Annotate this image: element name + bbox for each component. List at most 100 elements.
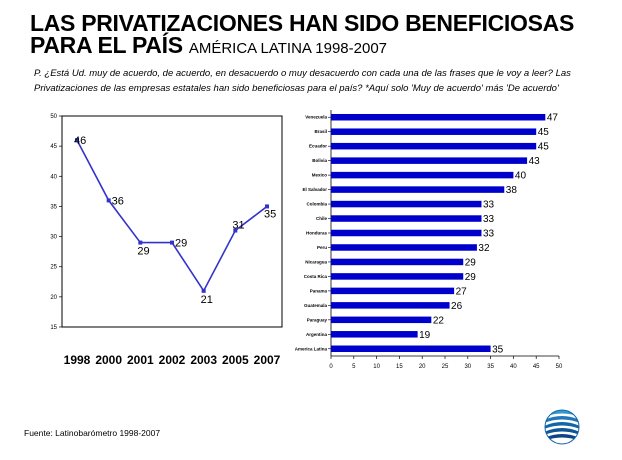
bar-value-label: 33 [483, 229, 495, 240]
x-tick-label: 1998 [64, 353, 91, 367]
y-tick-label: 45 [50, 144, 57, 150]
bar-value-label: 33 [483, 214, 495, 225]
bar [331, 287, 455, 295]
y-tick-label: 40 [50, 174, 57, 180]
bar-value-label: 45 [538, 142, 550, 153]
y-tick-label: 30 [50, 235, 57, 241]
category-label: Panama [310, 288, 328, 293]
bar-value-label: 47 [547, 113, 559, 124]
data-point [265, 204, 269, 209]
x-tick-label: 2007 [254, 353, 281, 367]
y-tick-label: 25 [50, 265, 57, 271]
y-tick-label: 15 [50, 325, 57, 331]
bar [331, 113, 546, 121]
x-tick-label: 10 [373, 364, 380, 370]
title-line-2: PARA EL PAÍS AMÉRICA LATINA 1998-2007 [30, 34, 610, 60]
bar-value-label: 26 [451, 301, 463, 312]
x-tick-label: 2001 [127, 353, 154, 367]
bar [331, 273, 464, 280]
x-tick-label: 45 [533, 364, 540, 370]
bar [331, 244, 477, 251]
x-tick-label: 2002 [159, 353, 186, 367]
bar [331, 229, 482, 237]
data-point [106, 198, 111, 203]
data-label: 36 [112, 195, 124, 207]
bar [331, 186, 505, 193]
bar-chart: 0 5 10 15 20 25 30 35 40 45 50 Venezuela 47 Brasil 45 E… [295, 110, 563, 370]
bar-value-label: 35 [492, 344, 504, 355]
bar-value-label: 45 [538, 127, 550, 138]
bar-value-label: 33 [483, 200, 495, 211]
category-label: Bolivia [312, 158, 327, 163]
line-chart: 15 20 25 30 35 40 45 50 46 36 29 29 21 31 35 1998 2000 20… [50, 114, 283, 367]
bar-value-label: 40 [515, 171, 527, 182]
x-tick-label: 35 [487, 364, 494, 370]
bar [331, 316, 432, 324]
bar-value-label: 19 [419, 330, 431, 341]
bar [331, 215, 482, 222]
category-label: Guatemala [304, 303, 328, 308]
line-plot-frame [61, 115, 283, 328]
y-tick-label: 20 [50, 295, 57, 301]
page-title: LAS PRIVATIZACIONES HAN SIDO BENEFICIOSA… [30, 12, 610, 60]
survey-question: P. ¿Está Ud. muy de acuerdo, de acuerdo,… [34, 68, 571, 94]
category-label: Peru [317, 245, 327, 250]
category-label: Argentina [306, 332, 327, 337]
category-label: America Latina [295, 346, 328, 351]
x-tick-label: 50 [556, 364, 563, 370]
x-tick-label: 40 [510, 364, 517, 370]
bar [331, 128, 537, 135]
x-tick-label: 30 [464, 364, 471, 370]
category-label: Ecuador [309, 144, 327, 149]
series-line [76, 139, 268, 293]
source-note: Fuente: Latinobarómetro 1998-2007 [24, 428, 161, 438]
x-tick-label: 2005 [222, 353, 249, 367]
data-label: 29 [175, 238, 187, 250]
bar-value-label: 38 [506, 185, 518, 196]
bar-value-label: 29 [465, 257, 477, 268]
data-label: 21 [201, 294, 213, 306]
category-label: El Salvador [302, 187, 327, 192]
category-label: Venezuela [305, 115, 327, 120]
bar [331, 157, 528, 164]
data-point [75, 138, 79, 143]
category-label: Colombia [306, 202, 327, 207]
bar [331, 331, 418, 338]
x-tick-label: 20 [419, 364, 426, 370]
category-label: Nicaragua [305, 259, 327, 264]
bar [331, 142, 537, 150]
bar-value-label: 43 [529, 156, 541, 167]
data-point [201, 288, 206, 293]
title-line-1: LAS PRIVATIZACIONES HAN SIDO BENEFICIOSA… [30, 10, 575, 36]
bar [331, 200, 482, 208]
x-tick-label: 15 [396, 364, 403, 370]
bar-value-label: 27 [456, 286, 468, 297]
bar [331, 345, 491, 353]
title-line-2-text: PARA EL PAÍS [30, 32, 183, 58]
data-point [170, 240, 174, 245]
bar-value-label: 29 [465, 272, 477, 283]
category-label: Chile [316, 216, 327, 221]
x-tick-label: 2003 [190, 353, 217, 367]
category-label: Paraguay [307, 317, 328, 322]
x-tick-label: 5 [352, 364, 356, 370]
data-point [233, 228, 238, 233]
data-label: 35 [264, 208, 276, 220]
page-subtitle: AMÉRICA LATINA 1998-2007 [188, 40, 388, 57]
bar [331, 302, 450, 309]
y-tick-label: 50 [50, 114, 57, 120]
category-label: Costa Rica [304, 274, 328, 279]
data-label: 31 [232, 220, 244, 232]
x-tick-label: 0 [329, 364, 333, 370]
data-label: 29 [137, 246, 149, 258]
bar [331, 171, 514, 179]
data-point [138, 240, 143, 245]
latinobarometro-globe-logo [544, 409, 580, 445]
bar [331, 258, 464, 266]
x-tick-label: 25 [442, 364, 449, 370]
category-label: Honduras [306, 231, 327, 236]
bar-value-label: 32 [478, 243, 490, 254]
category-label: Brasil [314, 129, 327, 134]
y-tick-label: 35 [50, 204, 57, 210]
